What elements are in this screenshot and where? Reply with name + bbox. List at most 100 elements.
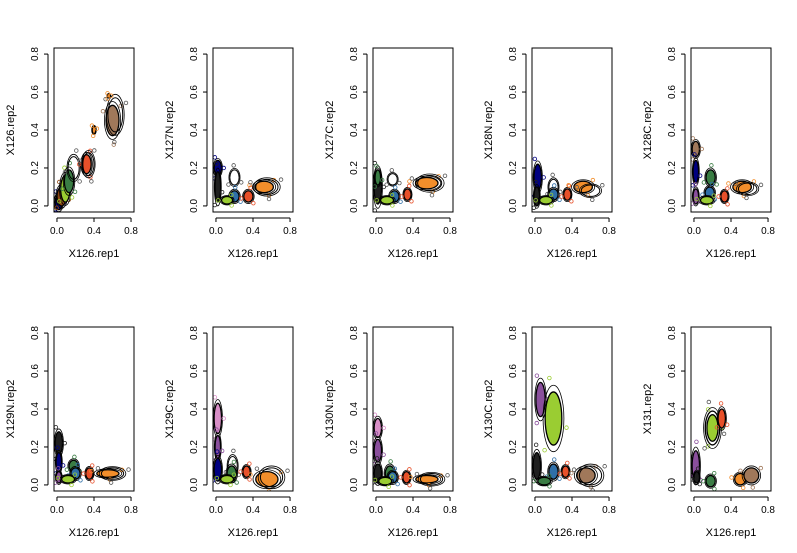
- data-marks: [532, 156, 605, 210]
- cluster-ring: [81, 150, 96, 179]
- data-point: [750, 485, 755, 490]
- cluster-ellipse: [214, 434, 222, 460]
- data-point: [60, 463, 66, 468]
- cluster-ellipse: [563, 188, 572, 201]
- y-tick-label: 0.8: [508, 326, 519, 340]
- cluster-ellipse: [254, 180, 275, 194]
- data-point: [72, 454, 77, 460]
- x-axis-label: X126.rep1: [228, 527, 279, 539]
- data-point: [407, 482, 412, 488]
- cluster-ellipse: [378, 476, 393, 486]
- y-tick-label: 0.6: [189, 85, 200, 99]
- data-point: [567, 476, 572, 481]
- y-tick-label: 0.0: [349, 199, 360, 213]
- x-tick-label: 0.0: [369, 226, 383, 237]
- x-axis-label: X126.rep1: [69, 527, 120, 539]
- cluster-outline: [719, 188, 730, 204]
- data-point: [74, 148, 79, 153]
- cluster-ring: [66, 153, 81, 183]
- data-point: [388, 459, 393, 464]
- y-tick-label: 0.6: [508, 85, 519, 99]
- cluster-ellipse: [220, 195, 234, 205]
- y-tick-label: 0.8: [30, 47, 41, 61]
- y-tick-label: 0.2: [30, 161, 41, 175]
- data-point: [564, 425, 569, 430]
- data-point: [215, 198, 221, 203]
- data-point: [409, 176, 415, 181]
- data-point: [112, 139, 117, 145]
- x-axis-label: X126.rep1: [547, 527, 598, 539]
- cluster-ring: [259, 467, 284, 488]
- data-point: [691, 477, 695, 482]
- data-point: [55, 475, 61, 481]
- cluster-ring: [253, 177, 281, 197]
- data-point: [389, 192, 395, 198]
- cluster-ellipse: [706, 414, 719, 442]
- data-point: [399, 194, 404, 199]
- y-tick-label: 0.6: [30, 364, 41, 378]
- x-tick-label: 0.4: [565, 505, 579, 516]
- cluster-ellipse: [717, 408, 727, 429]
- x-tick-label: 0.0: [209, 505, 223, 516]
- panel-5: 0.0 0.4 0.8 X126.rep1 0.0 0.2 0.4 0.6 0.8 X128C.r…: [642, 47, 775, 260]
- data-point: [247, 461, 252, 466]
- cluster-ellipse: [692, 188, 700, 205]
- cluster-outline: [402, 187, 413, 203]
- data-point: [691, 201, 695, 206]
- data-point: [54, 205, 59, 210]
- x-tick-label: 0.8: [283, 505, 297, 516]
- data-point: [266, 489, 272, 491]
- data-point: [692, 152, 697, 157]
- data-point: [533, 198, 538, 203]
- cluster-ring: [100, 467, 125, 480]
- y-tick-label: 0.6: [667, 85, 678, 99]
- cluster-ring: [255, 178, 279, 196]
- cluster-ellipse: [533, 186, 541, 207]
- cluster-outline: [376, 475, 394, 487]
- data-point: [75, 462, 80, 468]
- panel-8: 0.0 0.4 0.8 X126.rep1 0.0 0.2 0.4 0.6 0.8 X130N.r…: [324, 326, 457, 539]
- x-tick-label: 0.8: [443, 505, 457, 516]
- data-point: [557, 471, 562, 476]
- cluster-ellipse: [255, 470, 279, 488]
- plot-box: [212, 326, 294, 492]
- plot-box: [53, 326, 135, 492]
- x-tick-label: 0.0: [528, 226, 542, 237]
- data-point: [228, 482, 233, 488]
- data-point: [214, 161, 219, 167]
- data-point: [702, 446, 707, 451]
- y-axis-label: X127C.rep2: [324, 101, 336, 160]
- data-point: [566, 183, 571, 188]
- data-point: [81, 471, 86, 476]
- x-axis-label: X126.rep1: [228, 248, 279, 260]
- data-point: [709, 163, 714, 168]
- data-point: [744, 195, 749, 201]
- y-axis-label: X128N.rep2: [483, 101, 495, 160]
- data-point: [712, 486, 717, 491]
- cluster-ring: [67, 156, 80, 180]
- data-point: [534, 420, 539, 426]
- data-point: [89, 179, 94, 184]
- data-point: [108, 480, 114, 485]
- x-tick-label: 0.0: [687, 226, 701, 237]
- data-point: [408, 474, 413, 480]
- y-tick-label: 0.6: [349, 364, 360, 378]
- data-point: [532, 156, 538, 162]
- data-point: [574, 185, 580, 190]
- data-point: [590, 177, 596, 183]
- y-tick-label: 0.8: [508, 47, 519, 61]
- data-point: [214, 449, 220, 454]
- y-tick-label: 0.2: [189, 440, 200, 454]
- data-point: [549, 203, 554, 208]
- data-point: [254, 466, 260, 471]
- data-point: [69, 195, 75, 200]
- data-point: [398, 475, 403, 480]
- data-point: [248, 180, 253, 185]
- panel-4: 0.0 0.4 0.8 X126.rep1 0.0 0.2 0.4 0.6 0.8 X128N.r…: [483, 47, 616, 260]
- x-tick-label: 0.4: [246, 226, 260, 237]
- x-tick-label: 0.0: [369, 505, 383, 516]
- data-point: [231, 459, 237, 465]
- data-point: [234, 480, 239, 485]
- cluster-ellipse: [379, 195, 395, 205]
- y-tick-label: 0.6: [189, 364, 200, 378]
